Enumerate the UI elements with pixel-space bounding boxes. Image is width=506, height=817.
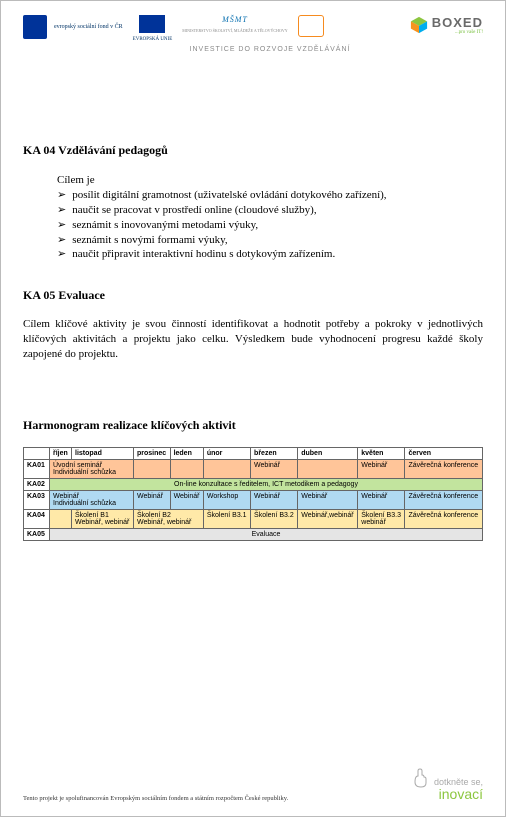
table-cell: Školení B2 Webinář, webinář: [134, 509, 204, 528]
table-cell: [298, 459, 358, 478]
table-cell: Webinář: [298, 490, 358, 509]
table-cell: Webinář: [358, 459, 405, 478]
boxed-sub: ...pro vaše IT!: [432, 30, 483, 35]
investice-line: INVESTICE DO ROZVOJE VZDĚLÁVÁNÍ: [57, 46, 483, 53]
table-row: KA04Školení B1 Webinář, webinářŠkolení B…: [24, 509, 483, 528]
row-label: KA04: [24, 509, 50, 528]
table-cell: Školení B3.3 webinář: [358, 509, 405, 528]
bullet-text: seznámit s novými formami výuky,: [72, 233, 227, 248]
bullet-icon: ➢: [57, 218, 66, 233]
eu-flag-icon: [139, 15, 165, 33]
bullet-item: ➢ posílit digitální gramotnost (uživatels…: [57, 188, 483, 203]
logo-msmt: MŠMT MINISTERSTVO ŠKOLSTVÍ, MLÁDEŽE A TĚ…: [182, 15, 287, 33]
logo-opvk: [298, 15, 324, 37]
heading-sched: Harmonogram realizace klíčových aktivit: [23, 418, 483, 433]
month-header: leden: [170, 447, 203, 459]
table-cell: [203, 459, 250, 478]
esf-stars-icon: [23, 15, 47, 39]
page-footer: Tento projekt je spolufinancován Evropsk…: [23, 768, 483, 802]
month-header: prosinec: [134, 447, 171, 459]
month-header: únor: [203, 447, 250, 459]
month-header: květen: [358, 447, 405, 459]
table-cell: Webinář: [134, 490, 171, 509]
msmt-text: MŠMT: [222, 15, 248, 24]
table-cell: Webinář: [251, 459, 298, 478]
table-cell: On-line konzultace s ředitelem, ICT meto…: [50, 478, 483, 490]
table-cell: Webinář: [170, 490, 203, 509]
month-header: říjen: [50, 447, 72, 459]
opvk-icon: [298, 15, 324, 37]
bullet-text: naučit se pracovat v prostředí online (c…: [72, 203, 316, 218]
boxed-text: BOXED: [432, 15, 483, 30]
table-cell: [170, 459, 203, 478]
ka05-para: Cílem klíčové aktivity je svou činností …: [23, 317, 483, 362]
row-label: KA03: [24, 490, 50, 509]
bullet-text: posílit digitální gramotnost (uživatelsk…: [72, 188, 386, 203]
logo-boxed: BOXED ...pro vaše IT!: [410, 15, 483, 35]
ka04-intro: Cílem je: [57, 174, 483, 186]
table-header-row: říjenlistopadprosinecledenúnorbřezendube…: [24, 447, 483, 459]
bullet-icon: ➢: [57, 203, 66, 218]
bullet-icon: ➢: [57, 247, 66, 262]
heading-ka04: KA 04 Vzdělávání pedagogů: [23, 143, 483, 158]
table-cell: Závěrečná konference: [405, 490, 483, 509]
table-cell: Závěrečná konference: [405, 509, 483, 528]
msmt-sub: MINISTERSTVO ŠKOLSTVÍ, MLÁDEŽE A TĚLOVÝC…: [182, 28, 287, 33]
table-cell: Školení B1 Webinář, webinář: [72, 509, 134, 528]
schedule-table: říjenlistopadprosinecledenúnorbřezendube…: [23, 447, 483, 541]
table-row: KA01Úvodní seminář Individuální schůzka W…: [24, 459, 483, 478]
footer-logo: dotkněte se, inovací: [411, 768, 483, 802]
table-cell: [134, 459, 171, 478]
table-cell: Úvodní seminář Individuální schůzka: [50, 459, 134, 478]
bullet-item: ➢ naučit se pracovat v prostředí online (…: [57, 203, 483, 218]
bullet-item: ➢ seznámit s novými formami výuky,: [57, 233, 483, 248]
heading-ka05: KA 05 Evaluace: [23, 288, 483, 303]
table-row: KA05Evaluace: [24, 528, 483, 540]
month-header: duben: [298, 447, 358, 459]
month-header: červen: [405, 447, 483, 459]
boxed-cube-icon: [410, 16, 428, 34]
table-cell: Webinář,webinář: [298, 509, 358, 528]
header-logos: evropský sociální fond v ČR EVROPSKÁ UNI…: [23, 15, 483, 42]
table-cell: Školení B3.1: [203, 509, 250, 528]
hand-icon: [411, 768, 431, 788]
bullet-text: naučit připravit interaktivní hodinu s d…: [72, 247, 335, 262]
bullet-item: ➢ seznámit s inovovanými metodami výuky,: [57, 218, 483, 233]
table-cell: Školení B3.2: [251, 509, 298, 528]
table-cell: Workshop: [203, 490, 250, 509]
row-label: KA05: [24, 528, 50, 540]
footer-logo-l2: inovací: [439, 786, 483, 802]
logo-eu: EVROPSKÁ UNIE: [133, 15, 173, 42]
bullet-icon: ➢: [57, 188, 66, 203]
logo-esf: evropský sociální fond v ČR: [23, 15, 123, 39]
table-cell: Webinář: [358, 490, 405, 509]
bullet-icon: ➢: [57, 233, 66, 248]
eu-text: EVROPSKÁ UNIE: [133, 37, 173, 42]
esf-text: evropský sociální fond v ČR: [54, 24, 123, 31]
bullet-text: seznámit s inovovanými metodami výuky,: [72, 218, 258, 233]
table-row: KA02On-line konzultace s ředitelem, ICT …: [24, 478, 483, 490]
footer-note: Tento projekt je spolufinancován Evropsk…: [23, 795, 288, 802]
month-header: březen: [251, 447, 298, 459]
row-label: KA01: [24, 459, 50, 478]
row-label: KA02: [24, 478, 50, 490]
table-cell: [50, 509, 72, 528]
table-cell: Evaluace: [50, 528, 483, 540]
table-corner: [24, 447, 50, 459]
table-row: KA03Webinář Individuální schůzkaWebinářW…: [24, 490, 483, 509]
table-cell: Webinář: [251, 490, 298, 509]
month-header: listopad: [72, 447, 134, 459]
table-cell: Webinář Individuální schůzka: [50, 490, 134, 509]
table-cell: Závěrečná konference: [405, 459, 483, 478]
ka04-bullets: ➢ posílit digitální gramotnost (uživatels…: [57, 188, 483, 262]
bullet-item: ➢ naučit připravit interaktivní hodinu s …: [57, 247, 483, 262]
